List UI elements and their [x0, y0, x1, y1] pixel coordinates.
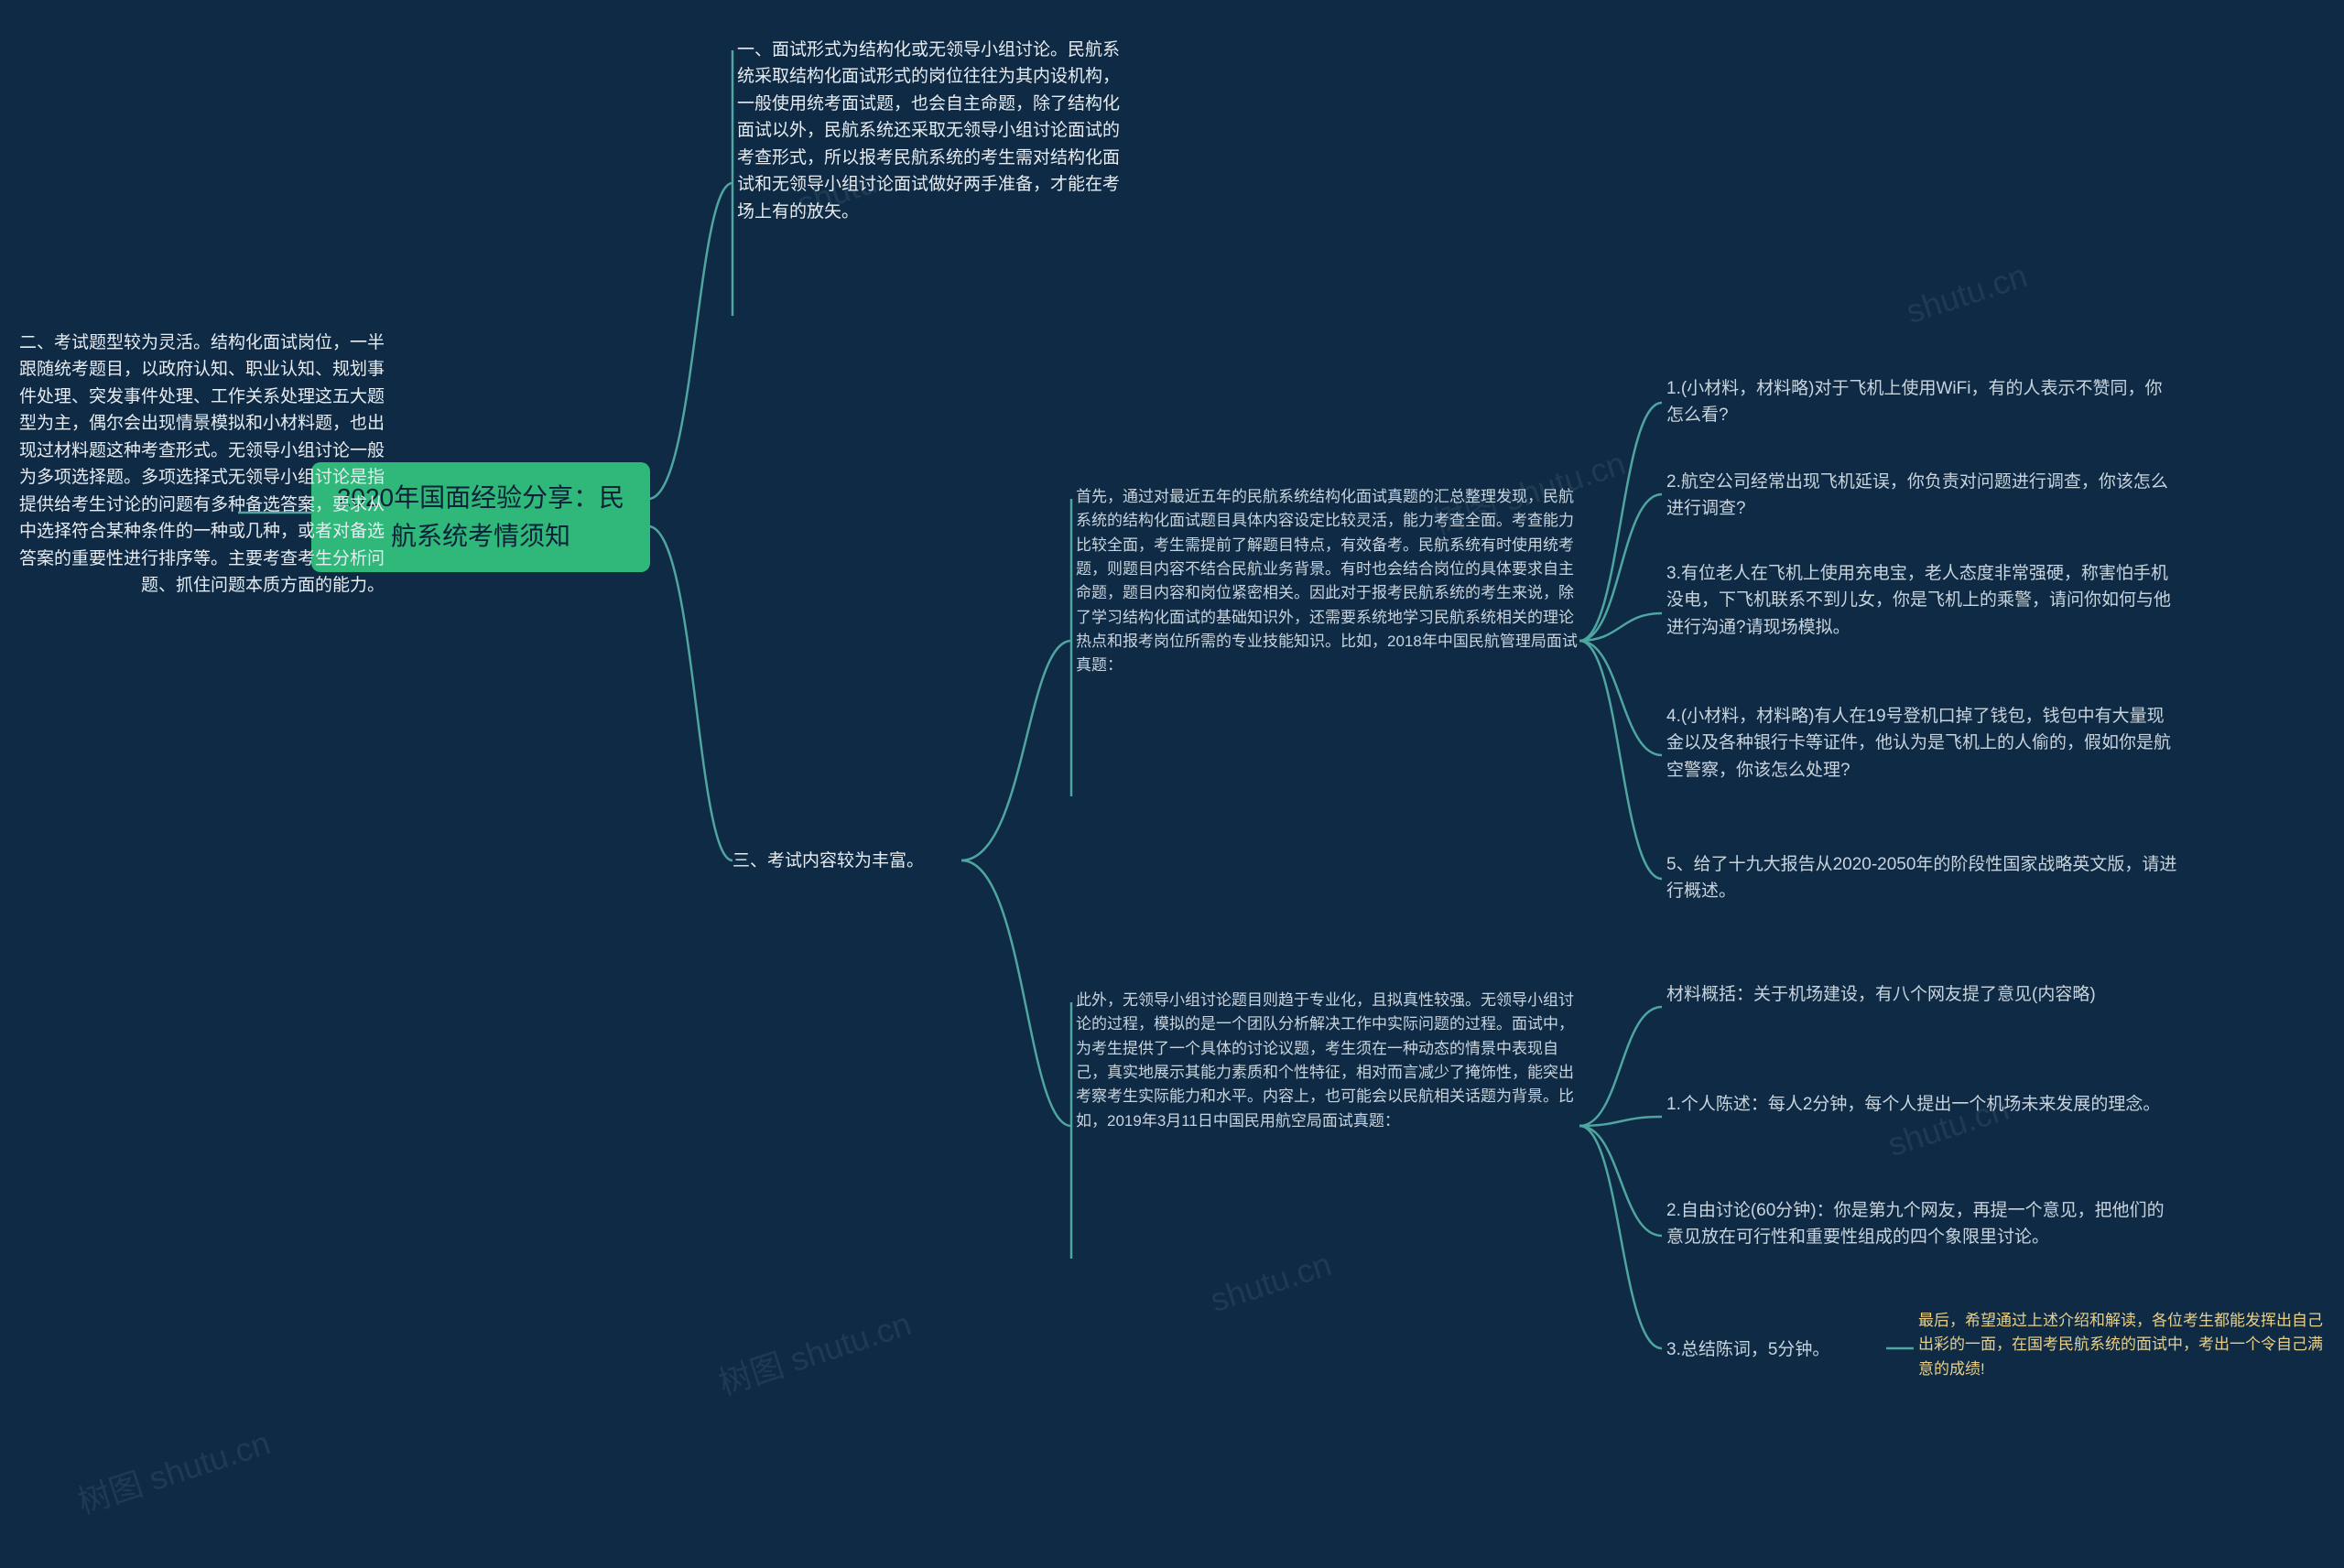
leaf-2-1: 材料概括：关于机场建设，有八个网友提了意见(内容略): [1666, 981, 2179, 1008]
leaf-1-4: 4.(小材料，材料略)有人在19号登机口掉了钱包，钱包中有大量现金以及各种银行卡…: [1666, 703, 2179, 784]
branch-2: 二、考试题型较为灵活。结构化面试岗位，一半跟随统考题目，以政府认知、职业认知、规…: [9, 330, 385, 599]
leaf-2-4-child: 最后，希望通过上述介绍和解读，各位考生都能发挥出自己出彩的一面，在国考民航系统的…: [1918, 1309, 2335, 1381]
branch-3-sub-2: 此外，无领导小组讨论题目则趋于专业化，且拟真性较强。无领导小组讨论的过程，模拟的…: [1076, 989, 1579, 1133]
leaf-2-2: 1.个人陈述：每人2分钟，每个人提出一个机场未来发展的理念。: [1666, 1091, 2179, 1118]
watermark: 树图 shutu.cn: [711, 1298, 916, 1405]
leaf-2-3: 2.自由讨论(60分钟)：你是第九个网友，再提一个意见，把他们的意见放在可行性和…: [1666, 1197, 2179, 1251]
watermark: shutu.cn: [1206, 1245, 1336, 1320]
branch-1: 一、面试形式为结构化或无领导小组讨论。民航系统采取结构化面试形式的岗位往往为其内…: [737, 37, 1131, 225]
branch-3-sub-1: 首先，通过对最近五年的民航系统结构化面试真题的汇总整理发现，民航系统的结构化面试…: [1076, 485, 1579, 678]
watermark: 树图 shutu.cn: [71, 1417, 275, 1524]
leaf-2-4: 3.总结陈词，5分钟。: [1666, 1336, 1886, 1363]
leaf-1-3: 3.有位老人在飞机上使用充电宝，老人态度非常强硬，称害怕手机没电，下飞机联系不到…: [1666, 560, 2179, 641]
leaf-1-1: 1.(小材料，材料略)对于飞机上使用WiFi，有的人表示不赞同，你怎么看?: [1666, 375, 2179, 429]
leaf-1-5: 5、给了十九大报告从2020-2050年的阶段性国家战略英文版，请进行概述。: [1666, 851, 2179, 905]
watermark: shutu.cn: [1902, 256, 2032, 331]
leaf-1-2: 2.航空公司经常出现飞机延误，你负责对问题进行调查，你该怎么进行调查?: [1666, 469, 2179, 523]
branch-3-label: 三、考试内容较为丰富。: [732, 848, 1016, 874]
